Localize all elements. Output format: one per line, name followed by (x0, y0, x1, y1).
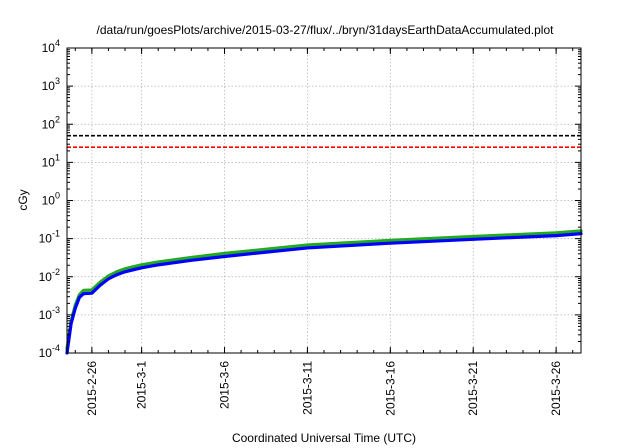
chart-title: /data/run/goesPlots/archive/2015-03-27/f… (97, 23, 555, 37)
x-tick-label: 2015-3-16 (383, 361, 397, 416)
y-tick-label: 104 (42, 38, 60, 55)
y-tick-label: 101 (42, 152, 60, 169)
series-line (65, 232, 583, 355)
reference-lines (67, 134, 581, 149)
y-tick-label: 10-2 (39, 267, 60, 284)
x-axis-ticks: 2015-2-26 2015-3-1 2015-3-6 2015-3-11 2015-3… (74, 48, 574, 416)
y-tick-label: 102 (42, 114, 60, 131)
series-lines (65, 229, 583, 355)
y-axis-label: cGy (16, 189, 30, 210)
y-tick-label: 10-3 (39, 305, 60, 322)
x-tick-label: 2015-3-26 (549, 361, 563, 416)
x-tick-label: 2015-2-26 (85, 361, 99, 416)
y-tick-label: 103 (42, 76, 60, 93)
x-tick-label: 2015-3-6 (218, 361, 232, 409)
x-tick-label: 2015-3-1 (135, 361, 149, 409)
x-tick-label: 2015-3-21 (466, 361, 480, 416)
y-tick-label: 10-1 (39, 229, 60, 246)
series-line (65, 229, 583, 351)
x-axis-label: Coordinated Universal Time (UTC) (232, 431, 416, 445)
grid (67, 48, 581, 353)
y-tick-label: 100 (42, 191, 60, 208)
y-tick-label: 10-4 (39, 343, 60, 360)
x-tick-label: 2015-3-11 (300, 361, 314, 415)
